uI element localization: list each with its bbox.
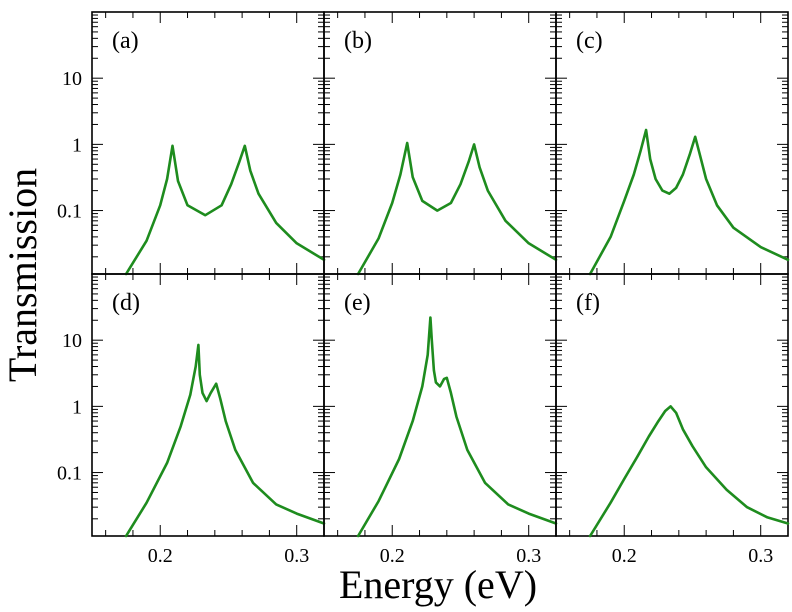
panel-d: 0.1 1 10 0.2 0.3 (d) <box>57 273 326 567</box>
panel-f: 0.2 0.3 (f) <box>555 273 790 567</box>
panel-label: (e) <box>344 290 371 316</box>
transmission-curve <box>588 405 790 538</box>
panel-b: (b) <box>323 11 558 276</box>
panel-e: 0.2 0.3 (e) <box>323 273 558 567</box>
panel-label: (d) <box>112 290 140 316</box>
transmission-curve <box>124 144 326 276</box>
panel-frame <box>555 273 789 537</box>
panel-label: (a) <box>112 28 139 54</box>
y-tick-label: 1 <box>72 134 82 156</box>
x-tick-label: 0.2 <box>380 545 405 567</box>
transmission-curve <box>356 316 558 538</box>
y-tick-label: 1 <box>72 396 82 418</box>
x-tick-label: 0.2 <box>612 545 637 567</box>
transmission-curve <box>124 343 326 538</box>
panel-c: (c) <box>555 11 790 276</box>
panel-a: 0.1 1 10 (a) <box>57 11 326 276</box>
panel-label: (b) <box>344 28 372 54</box>
y-tick-label: 10 <box>62 68 82 90</box>
y-axis-title: Transmission <box>0 168 45 382</box>
y-tick-label: 0.1 <box>57 463 82 485</box>
x-tick-label: 0.3 <box>516 545 541 567</box>
x-tick-label: 0.2 <box>148 545 173 567</box>
x-tick-label: 0.3 <box>748 545 773 567</box>
x-tick-label: 0.3 <box>284 545 309 567</box>
x-axis-title: Energy (eV) <box>339 562 537 607</box>
panel-label: (f) <box>576 290 600 316</box>
transmission-curve <box>356 141 558 276</box>
y-tick-label: 0.1 <box>57 201 82 223</box>
y-tick-label: 10 <box>62 330 82 352</box>
panel-label: (c) <box>576 28 603 54</box>
transmission-curve <box>588 128 790 276</box>
